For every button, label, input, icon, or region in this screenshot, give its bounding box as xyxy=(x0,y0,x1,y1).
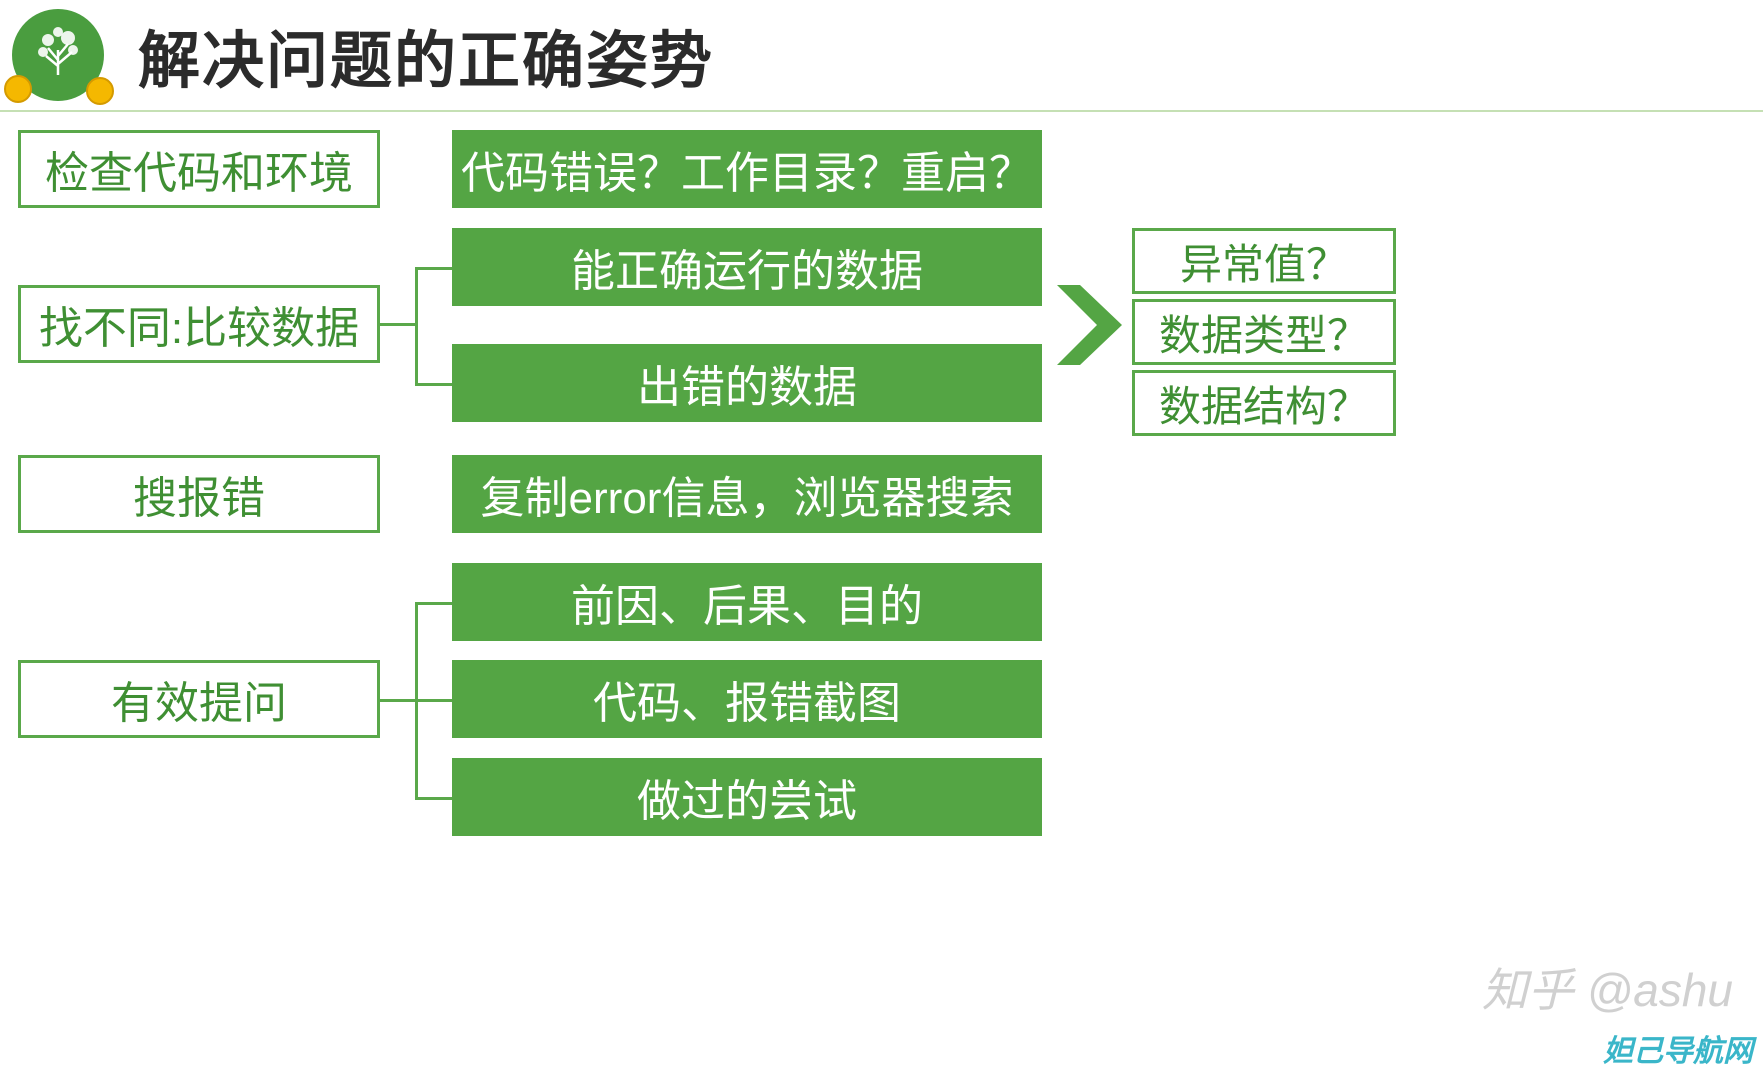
connector-ask-mid xyxy=(415,699,452,702)
mid-box-label: 出错的数据 xyxy=(637,351,857,415)
left-box-ask: 有效提问 xyxy=(18,660,380,738)
right-box-label: 数据类型？ xyxy=(1159,302,1369,363)
mid-box-0: 代码错误？工作目录？重启？ xyxy=(452,130,1042,208)
coin-icon-left xyxy=(4,75,32,103)
left-box-label: 找不同:比较数据 xyxy=(39,292,359,356)
mid-box-4: 前因、后果、目的 xyxy=(452,563,1042,641)
mid-box-label: 前因、后果、目的 xyxy=(571,570,923,634)
mid-box-1: 能正确运行的数据 xyxy=(452,228,1042,306)
logo xyxy=(8,5,108,105)
connector-compare-bot xyxy=(415,383,452,386)
connector-ask-bot xyxy=(415,797,452,800)
left-box-label: 搜报错 xyxy=(133,462,265,526)
mid-box-label: 代码错误？工作目录？重启？ xyxy=(461,137,1033,201)
right-box-label: 异常值？ xyxy=(1180,231,1348,292)
right-box-2: 数据结构？ xyxy=(1132,370,1396,436)
connector-ask-stem xyxy=(380,699,415,702)
slide-header: 解决问题的正确姿势 xyxy=(0,0,1763,110)
watermark-zhihu: 知乎 @ashu xyxy=(1482,954,1733,1020)
mid-box-6: 做过的尝试 xyxy=(452,758,1042,836)
mid-box-2: 出错的数据 xyxy=(452,344,1042,422)
coin-icon-right xyxy=(86,77,114,105)
connector-compare-vert xyxy=(415,267,418,383)
connector-compare-top xyxy=(415,267,452,270)
left-box-check: 检查代码和环境 xyxy=(18,130,380,208)
watermark-site: 妲己导航网 xyxy=(1603,1026,1753,1070)
slide-title: 解决问题的正确姿势 xyxy=(138,10,714,100)
tree-icon xyxy=(28,20,88,90)
connector-compare-stem xyxy=(380,323,415,326)
mid-box-3: 复制error信息，浏览器搜索 xyxy=(452,455,1042,533)
mid-box-label: 能正确运行的数据 xyxy=(571,235,923,299)
header-divider xyxy=(0,110,1763,112)
right-box-0: 异常值？ xyxy=(1132,228,1396,294)
right-box-label: 数据结构？ xyxy=(1159,373,1369,434)
chevron-right-icon xyxy=(1052,280,1130,375)
mid-box-5: 代码、报错截图 xyxy=(452,660,1042,738)
mid-box-label: 代码、报错截图 xyxy=(593,667,901,731)
left-box-search: 搜报错 xyxy=(18,455,380,533)
mid-box-label: 做过的尝试 xyxy=(637,765,857,829)
left-box-label: 检查代码和环境 xyxy=(45,137,353,201)
mid-box-label: 复制error信息，浏览器搜索 xyxy=(481,462,1014,526)
right-box-1: 数据类型？ xyxy=(1132,299,1396,365)
left-box-compare: 找不同:比较数据 xyxy=(18,285,380,363)
left-box-label: 有效提问 xyxy=(111,667,287,731)
connector-ask-top xyxy=(415,602,452,605)
